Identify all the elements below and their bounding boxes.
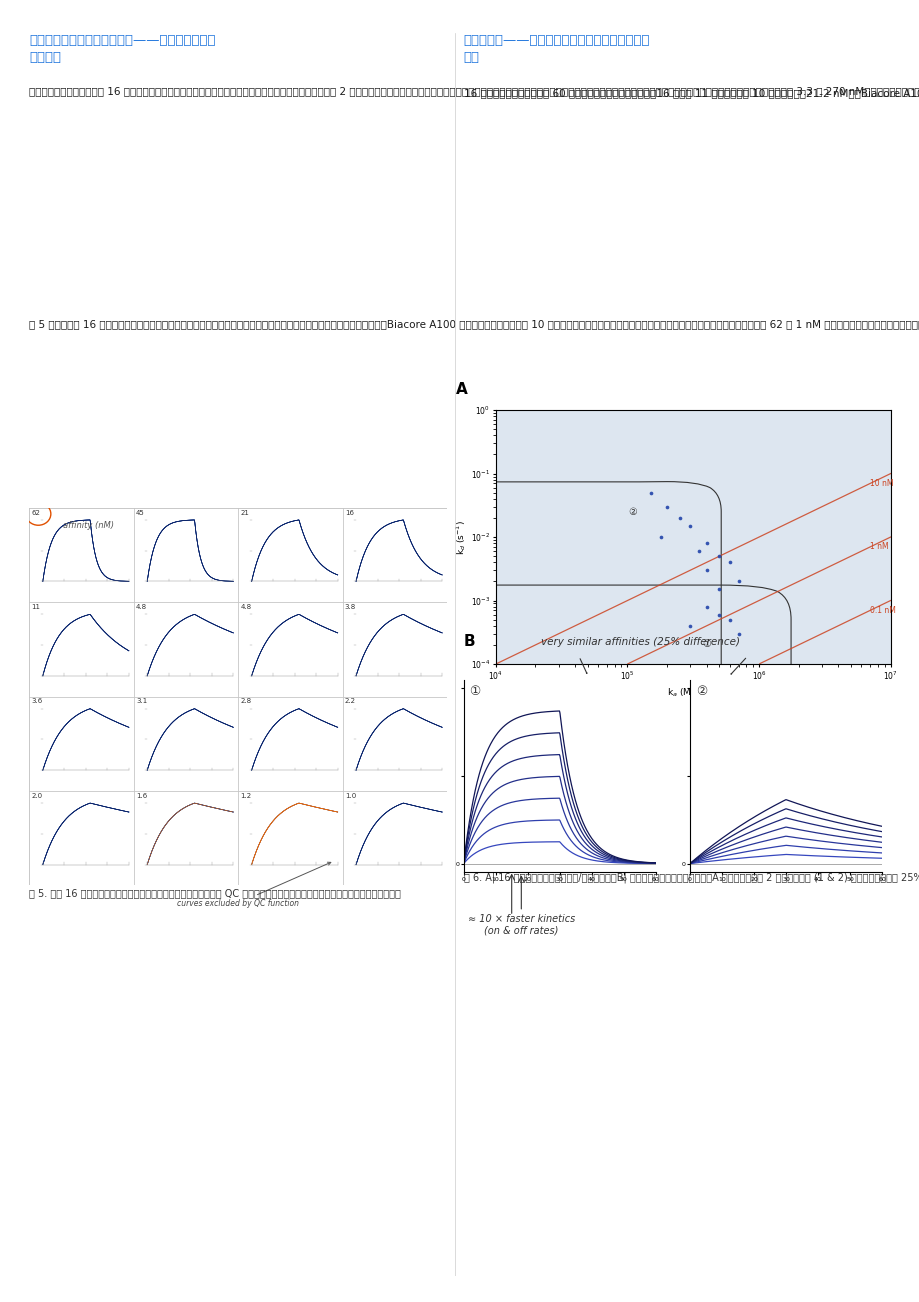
Point <box>711 546 726 566</box>
Text: 1.0: 1.0 <box>345 793 356 799</box>
Text: 2.0: 2.0 <box>31 793 42 799</box>
Bar <box>343 792 447 885</box>
Point <box>659 496 674 517</box>
Text: 1 nM: 1 nM <box>869 543 888 552</box>
Text: affinity (nM): affinity (nM) <box>62 521 114 530</box>
Text: A: A <box>456 383 468 397</box>
Point <box>711 579 726 600</box>
Bar <box>134 508 238 602</box>
Bar <box>343 697 447 792</box>
Bar <box>29 697 134 792</box>
Point <box>682 616 697 637</box>
Point <box>691 540 706 561</box>
Text: 图 5. 来自 16 个精选的单克隆抗体的动力学鉴定的拟合传感图。软件 QC 功能所鉴定出的少量非最优曲线被排除在数据拟合步骤之外。: 图 5. 来自 16 个精选的单克隆抗体的动力学鉴定的拟合传感图。软件 QC 功… <box>29 888 401 898</box>
Text: 11: 11 <box>31 604 40 611</box>
Text: 1.6: 1.6 <box>136 793 147 799</box>
Text: ②: ② <box>628 506 637 517</box>
Text: 10 nM: 10 nM <box>869 479 892 488</box>
Point <box>698 560 713 581</box>
Text: ②: ② <box>695 685 706 698</box>
FancyBboxPatch shape <box>29 508 447 885</box>
Bar <box>238 508 342 602</box>
Bar <box>134 792 238 885</box>
Text: very similar affinities (25% difference): very similar affinities (25% difference) <box>540 637 739 647</box>
Point <box>698 533 713 553</box>
Text: curves excluded by QC function: curves excluded by QC function <box>177 862 331 907</box>
Bar <box>343 602 447 697</box>
Bar <box>29 602 134 697</box>
X-axis label: k$_a$ (M$^{-1}$s$^{-1}$): k$_a$ (M$^{-1}$s$^{-1}$) <box>666 685 719 699</box>
Text: 4.8: 4.8 <box>136 604 147 611</box>
Text: 粿选单克隆抗体的动力学鉴定——在数分钟内评估
速率常数: 粿选单克隆抗体的动力学鉴定——在数分钟内评估 速率常数 <box>29 34 216 64</box>
Point <box>642 482 657 503</box>
Point <box>721 552 736 573</box>
Text: 45: 45 <box>136 509 144 516</box>
Bar <box>134 697 238 792</box>
Text: ①: ① <box>701 639 710 648</box>
Text: 动力学鉴定——高分辨率选择亲和力相似的单克隆
抗体: 动力学鉴定——高分辨率选择亲和力相似的单克隆 抗体 <box>463 34 650 64</box>
Bar <box>29 792 134 885</box>
Point <box>682 516 697 536</box>
Point <box>731 572 745 592</box>
Text: 16 个单克隆抗体覆盖了大约 60 倍的总亲和力范围，但是多数（16 个中的 11 个）落在大约 10 倍的范围内（21-2 nM）。Biacore A100 : 16 个单克隆抗体覆盖了大约 60 倍的总亲和力范围，但是多数（16 个中的 1… <box>463 89 919 99</box>
Point <box>731 624 745 644</box>
Text: 16: 16 <box>345 509 354 516</box>
Text: B: B <box>463 634 475 650</box>
Text: 从快速动力学筛选中挑选出 16 个杂交瘀，提交给全面、高分辨率的动力学鉴定，此鉴定使用的分析设置与图 2 中描述的相似。不过，在这个例子中，使用了杂交瘀上清的更: 从快速动力学筛选中挑选出 16 个杂交瘀，提交给全面、高分辨率的动力学鉴定，此鉴… <box>29 86 919 96</box>
Text: 1.2: 1.2 <box>240 793 251 799</box>
Bar <box>29 508 134 602</box>
Y-axis label: k$_d$ (s$^{-1}$): k$_d$ (s$^{-1}$) <box>454 519 468 555</box>
Text: 3.1: 3.1 <box>136 698 147 704</box>
Text: 图 6. A| 16 个精选单克隆抗体的解离/结合速率图。B| 非常相似亲和力的动力学分解。A 图中突出显示的 2 个单克隆抗体 (1 & 2) 在亲和力上只相: 图 6. A| 16 个精选单克隆抗体的解离/结合速率图。B| 非常相似亲和力的… <box>463 872 919 883</box>
Bar <box>238 792 342 885</box>
Text: 3.6: 3.6 <box>31 698 42 704</box>
Bar <box>238 697 342 792</box>
Text: ≈ 10 × faster kinetics
(on & off rates): ≈ 10 × faster kinetics (on & off rates) <box>467 914 574 935</box>
Text: 62: 62 <box>31 509 40 516</box>
Bar <box>134 602 238 697</box>
Point <box>653 526 668 547</box>
Bar <box>238 602 342 697</box>
Text: ①: ① <box>469 685 480 698</box>
Bar <box>343 508 447 602</box>
Text: 0.1 nM: 0.1 nM <box>869 605 895 615</box>
Point <box>711 604 726 625</box>
Text: 21: 21 <box>240 509 249 516</box>
Text: 3.8: 3.8 <box>345 604 356 611</box>
Point <box>698 596 713 617</box>
Point <box>672 508 686 529</box>
Text: 2.8: 2.8 <box>240 698 251 704</box>
Point <box>721 609 736 630</box>
Text: 图 5 显示了所有 16 个单克隆抗体的动力学鉴定的拟合传感图数据，以及从每个例子的速率常数比例推导而来的结合亲和力。Biacore A100 中专门的评估软件: 图 5 显示了所有 16 个单克隆抗体的动力学鉴定的拟合传感图数据，以及从每个例… <box>29 319 919 329</box>
Text: 2.2: 2.2 <box>345 698 356 704</box>
Text: 4.8: 4.8 <box>240 604 251 611</box>
